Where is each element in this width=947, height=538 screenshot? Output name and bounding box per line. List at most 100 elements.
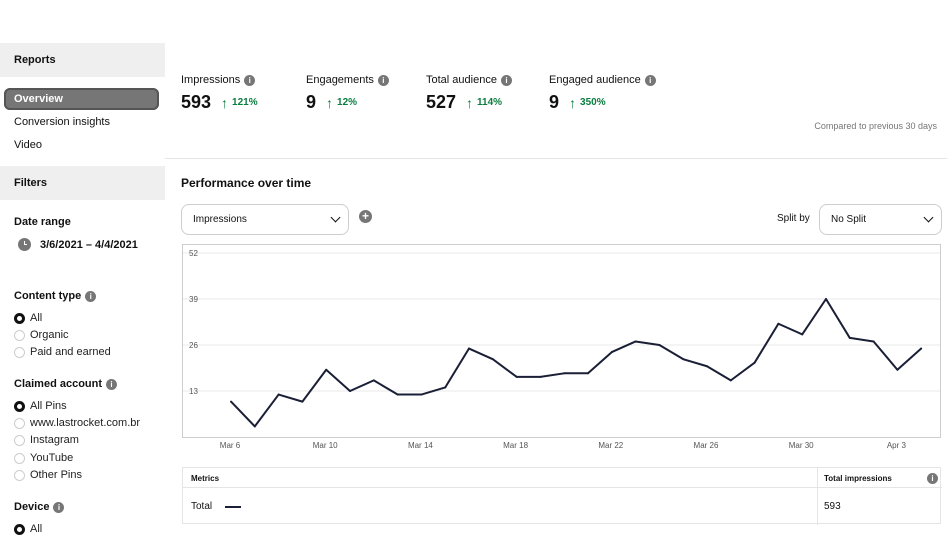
content-type-label-text: Content type: [14, 290, 82, 302]
metric-change: ↑ 121%: [221, 96, 258, 110]
metric-value: 9: [306, 92, 317, 112]
claimed-account-radio-youtube[interactable]: [14, 453, 25, 464]
metric-value: 527: [426, 92, 457, 112]
metric-label: Engagements: [306, 74, 374, 86]
metric-select[interactable]: Impressions: [181, 204, 349, 235]
x-tick-label: Mar 10: [312, 441, 338, 450]
data-point[interactable]: [396, 393, 399, 396]
data-point[interactable]: [325, 368, 328, 371]
device-label: Device i: [14, 501, 65, 513]
y-tick-label: 39: [189, 295, 198, 304]
metric-total-audience: Total audience i 527 ↑ 114%: [426, 74, 512, 113]
info-icon[interactable]: i: [85, 290, 97, 302]
info-icon[interactable]: i: [927, 473, 938, 484]
claimed-account-radio-all-pins[interactable]: [14, 401, 25, 412]
metric-label: Impressions: [181, 74, 241, 86]
split-by-label: Split by: [777, 213, 810, 224]
add-metric-icon[interactable]: +: [359, 210, 372, 223]
table-header-total-impressions: Total impressions: [824, 474, 892, 483]
filters-section-header: Filters: [0, 166, 165, 200]
series-line[interactable]: [230, 298, 922, 428]
claimed-account-radio-other-pins[interactable]: [14, 470, 25, 481]
metric-label: Engaged audience: [549, 74, 641, 86]
device-option-all: All: [30, 523, 43, 535]
sidebar-item-conversion-insights[interactable]: Conversion insights: [14, 116, 110, 128]
y-tick-label: 13: [189, 387, 198, 396]
data-point[interactable]: [610, 351, 613, 354]
x-tick-label: Mar 6: [219, 441, 241, 450]
date-range-picker[interactable]: 3/6/2021 – 4/4/2021: [18, 238, 138, 251]
data-point[interactable]: [658, 344, 661, 346]
data-point[interactable]: [515, 375, 518, 378]
data-point[interactable]: [253, 425, 256, 428]
data-point[interactable]: [801, 333, 804, 336]
claimed-account-option-website: www.lastrocket.com.br: [30, 417, 141, 429]
data-point[interactable]: [825, 298, 827, 300]
metric-engagements: Engagements i 9 ↑ 12%: [306, 74, 389, 113]
info-icon[interactable]: i: [377, 74, 389, 86]
claimed-account-radio-instagram[interactable]: [14, 435, 25, 446]
y-tick-label: 26: [189, 341, 198, 350]
main-content: Impressions i 593 ↑ 121% Engagements i 9 ↑ 12%…: [165, 0, 947, 538]
table-row-label: Total: [191, 501, 213, 512]
data-point[interactable]: [777, 322, 780, 325]
info-icon[interactable]: i: [106, 378, 118, 390]
claimed-account-label: Claimed account i: [14, 378, 118, 390]
metric-label: Total audience: [426, 74, 497, 86]
data-point[interactable]: [587, 372, 589, 375]
data-point[interactable]: [539, 375, 542, 378]
data-point[interactable]: [872, 340, 875, 343]
data-point[interactable]: [848, 336, 851, 339]
x-tick-label: Mar 26: [693, 441, 719, 450]
content-type-option-organic: Organic: [30, 329, 69, 341]
line-chart: 13 26 39 52: [183, 249, 940, 428]
info-icon[interactable]: i: [500, 74, 512, 86]
data-point[interactable]: [372, 379, 375, 382]
info-icon[interactable]: i: [244, 74, 256, 86]
device-radio-all[interactable]: [14, 524, 25, 535]
data-point[interactable]: [491, 358, 494, 361]
data-point[interactable]: [420, 393, 423, 396]
metric-value: 9: [549, 92, 560, 112]
table-row-divider: [183, 487, 942, 488]
data-point[interactable]: [301, 400, 304, 403]
data-point[interactable]: [920, 347, 923, 350]
data-point[interactable]: [896, 368, 899, 371]
data-point[interactable]: [753, 361, 756, 364]
data-point[interactable]: [444, 386, 447, 389]
content-type-radio-paid[interactable]: [14, 347, 25, 358]
split-by-select-value: No Split: [831, 214, 867, 225]
sidebar-item-video[interactable]: Video: [14, 139, 42, 151]
metric-engaged-audience: Engaged audience i 9 ↑ 350%: [549, 74, 656, 113]
info-icon[interactable]: i: [53, 501, 65, 513]
x-tick-label: Mar 22: [598, 441, 624, 450]
chart-area: 13 26 39 52: [182, 244, 941, 438]
sidebar-item-overview[interactable]: Overview: [4, 88, 159, 110]
metric-change: ↑ 12%: [326, 96, 357, 110]
data-point[interactable]: [706, 365, 708, 368]
metric-change-value: 350%: [580, 97, 606, 108]
content-type-radio-all[interactable]: [14, 313, 25, 324]
arrow-up-icon: ↑: [326, 94, 334, 111]
divider: [165, 158, 947, 159]
data-point[interactable]: [682, 358, 685, 361]
x-tick-label: Mar 30: [788, 441, 814, 450]
chevron-down-icon: [330, 212, 341, 223]
data-point[interactable]: [468, 347, 470, 350]
data-point[interactable]: [230, 400, 232, 403]
data-point[interactable]: [349, 390, 351, 392]
claimed-account-radio-website[interactable]: [14, 418, 25, 429]
data-point[interactable]: [729, 379, 732, 382]
metric-change: ↑ 350%: [569, 96, 606, 110]
metric-value: 593: [181, 92, 212, 112]
data-point[interactable]: [634, 340, 637, 343]
sidebar: Reports Overview Conversion insights Vid…: [0, 0, 165, 538]
info-icon[interactable]: i: [644, 74, 656, 86]
data-point[interactable]: [563, 372, 566, 375]
data-point[interactable]: [277, 393, 280, 396]
split-by-select[interactable]: No Split: [819, 204, 942, 235]
content-type-option-all: All: [30, 312, 43, 324]
content-type-radio-organic[interactable]: [14, 330, 25, 341]
arrow-up-icon: ↑: [221, 94, 229, 111]
table-row-value: 593: [824, 501, 841, 512]
